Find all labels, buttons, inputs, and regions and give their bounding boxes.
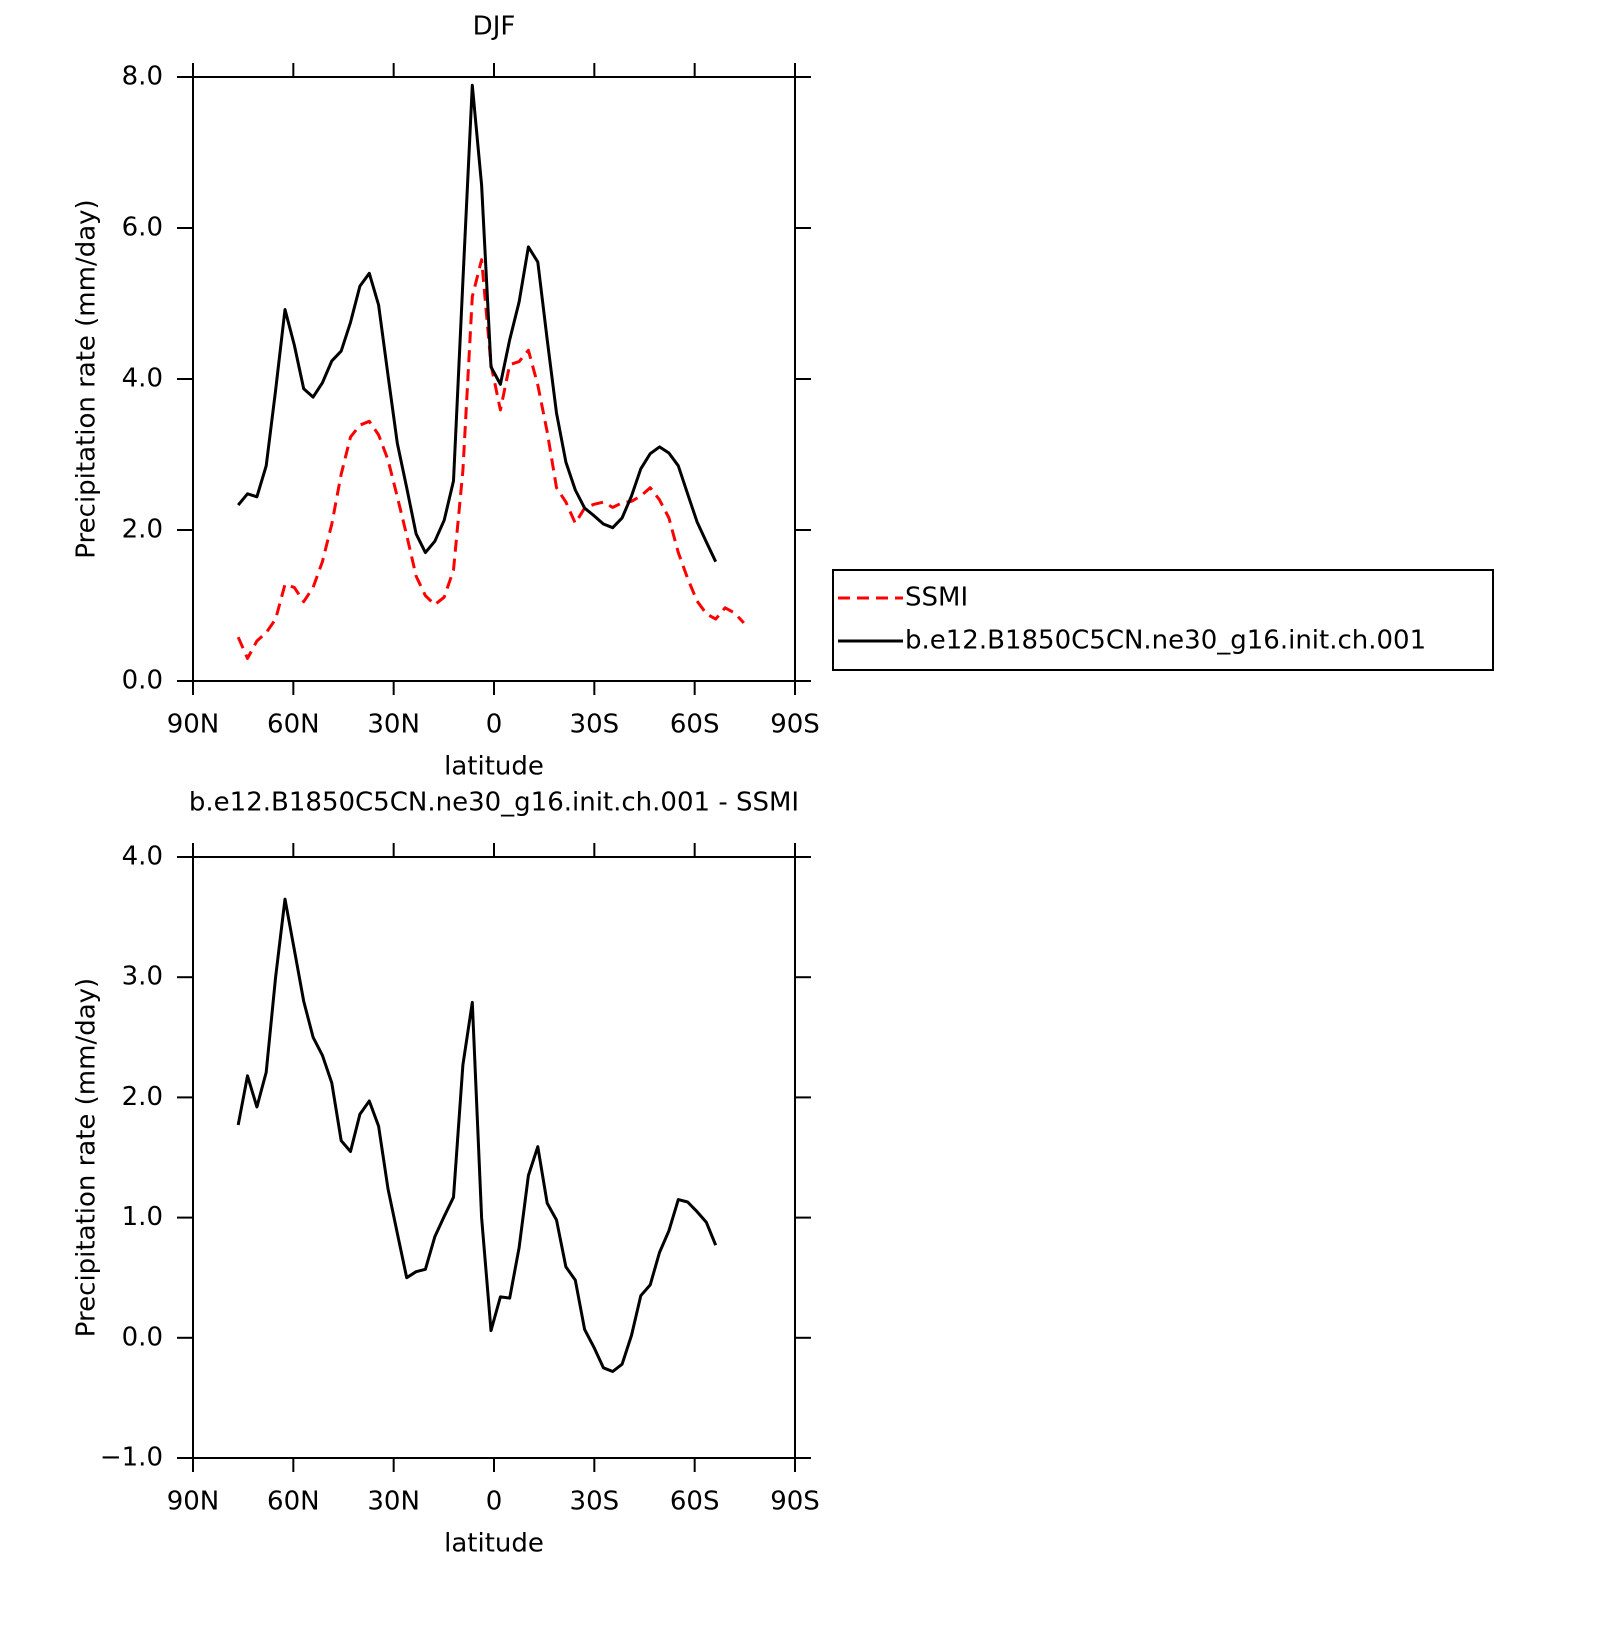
x-axis-label: latitude (444, 752, 544, 782)
x-tick-label: 30S (570, 710, 620, 740)
legend-frame (832, 569, 1494, 671)
y-tick-label: 0.0 (122, 666, 163, 696)
x-tick-label: 90S (770, 1487, 820, 1517)
y-tick-label: 0.0 (122, 1322, 163, 1352)
y-tick-label: 1.0 (122, 1202, 163, 1232)
x-tick-label: 90S (770, 710, 820, 740)
x-tick-label: 60S (670, 710, 720, 740)
x-tick-label: 90N (167, 710, 220, 740)
x-tick-label: 90N (167, 1487, 220, 1517)
x-tick-label: 30S (570, 1487, 620, 1517)
y-tick-label: −1.0 (100, 1443, 163, 1473)
y-tick-label: 3.0 (122, 962, 163, 992)
x-axis-label: latitude (444, 1529, 544, 1559)
y-axis-label: Precipitation rate (mm/day) (72, 978, 102, 1337)
data-line (237, 83, 718, 563)
y-tick-label: 4.0 (122, 842, 163, 872)
y-axis-label: Precipitation rate (mm/day) (72, 199, 102, 558)
x-tick-label: 60S (670, 1487, 720, 1517)
y-tick-label: 4.0 (122, 364, 163, 394)
x-tick-label: 0 (486, 1487, 503, 1517)
chart-title: b.e12.B1850C5CN.ne30_g16.init.ch.001 - S… (189, 788, 799, 818)
x-tick-label: 0 (486, 710, 503, 740)
plot-frame (192, 856, 796, 1459)
x-tick-label: 30N (367, 710, 420, 740)
y-tick-label: 8.0 (122, 62, 163, 92)
data-line (236, 897, 718, 1373)
chart-title: DJF (473, 12, 516, 42)
y-tick-label: 2.0 (122, 1082, 163, 1112)
x-tick-label: 60N (267, 710, 320, 740)
legend-label: SSMI (905, 583, 968, 613)
x-tick-label: 60N (267, 1487, 320, 1517)
data-line (236, 258, 745, 660)
y-tick-label: 6.0 (122, 213, 163, 243)
x-tick-label: 30N (367, 1487, 420, 1517)
legend-label: b.e12.B1850C5CN.ne30_g16.init.ch.001 (905, 626, 1426, 656)
y-tick-label: 2.0 (122, 515, 163, 545)
